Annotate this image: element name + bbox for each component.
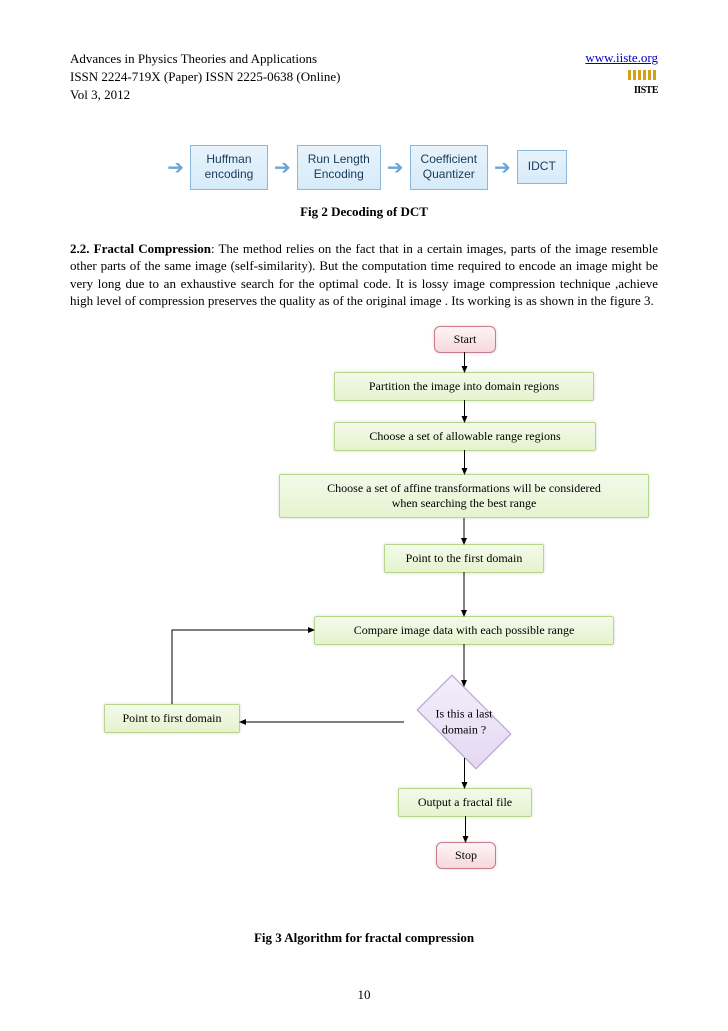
publisher-logo: IISTE — [585, 70, 658, 96]
dct-node-rle: Run LengthEncoding — [297, 145, 381, 190]
flow-step: Output a fractal file — [398, 788, 532, 817]
arrow-icon: ➔ — [387, 155, 404, 180]
dct-node-quantizer: CoefficientQuantizer — [410, 145, 488, 190]
flow-terminal: Stop — [436, 842, 496, 869]
flow-step: Partition the image into domain regions — [334, 372, 594, 401]
dct-diagram: ➔ Huffmanencoding ➔ Run LengthEncoding ➔… — [70, 145, 658, 190]
flow-step: Point to the first domain — [384, 544, 544, 573]
flow-terminal: Start — [434, 326, 496, 353]
issn-line: ISSN 2224-719X (Paper) ISSN 2225-0638 (O… — [70, 68, 658, 86]
volume-line: Vol 3, 2012 — [70, 86, 658, 104]
flow-step: Choose a set of allowable range regions — [334, 422, 596, 451]
fig2-caption: Fig 2 Decoding of DCT — [70, 204, 658, 220]
header-left: Advances in Physics Theories and Applica… — [70, 50, 658, 105]
arrow-icon: ➔ — [274, 155, 291, 180]
page-number: 10 — [0, 987, 728, 1003]
fractal-flowchart: Start Partition the image into domain reg… — [84, 326, 644, 916]
page-header: Advances in Physics Theories and Applica… — [70, 50, 658, 105]
arrow-icon: ➔ — [494, 155, 511, 180]
flow-step: Point to first domain — [104, 704, 240, 733]
arrow-icon: ➔ — [167, 155, 184, 180]
flow-step: Compare image data with each possible ra… — [314, 616, 614, 645]
flow-step: Choose a set of affine transformations w… — [279, 474, 649, 518]
site-link[interactable]: www.iiste.org — [585, 50, 658, 65]
para-lead: 2.2. Fractal Compression — [70, 241, 211, 256]
dct-node-huffman: Huffmanencoding — [190, 145, 268, 190]
header-right: www.iiste.org IISTE — [585, 50, 658, 96]
section-paragraph: 2.2. Fractal Compression: The method rel… — [70, 240, 658, 310]
journal-title: Advances in Physics Theories and Applica… — [70, 50, 658, 68]
flow-decision: Is this a lastdomain ? — [404, 686, 524, 758]
dct-node-idct: IDCT — [517, 150, 567, 184]
fig3-caption: Fig 3 Algorithm for fractal compression — [70, 930, 658, 946]
